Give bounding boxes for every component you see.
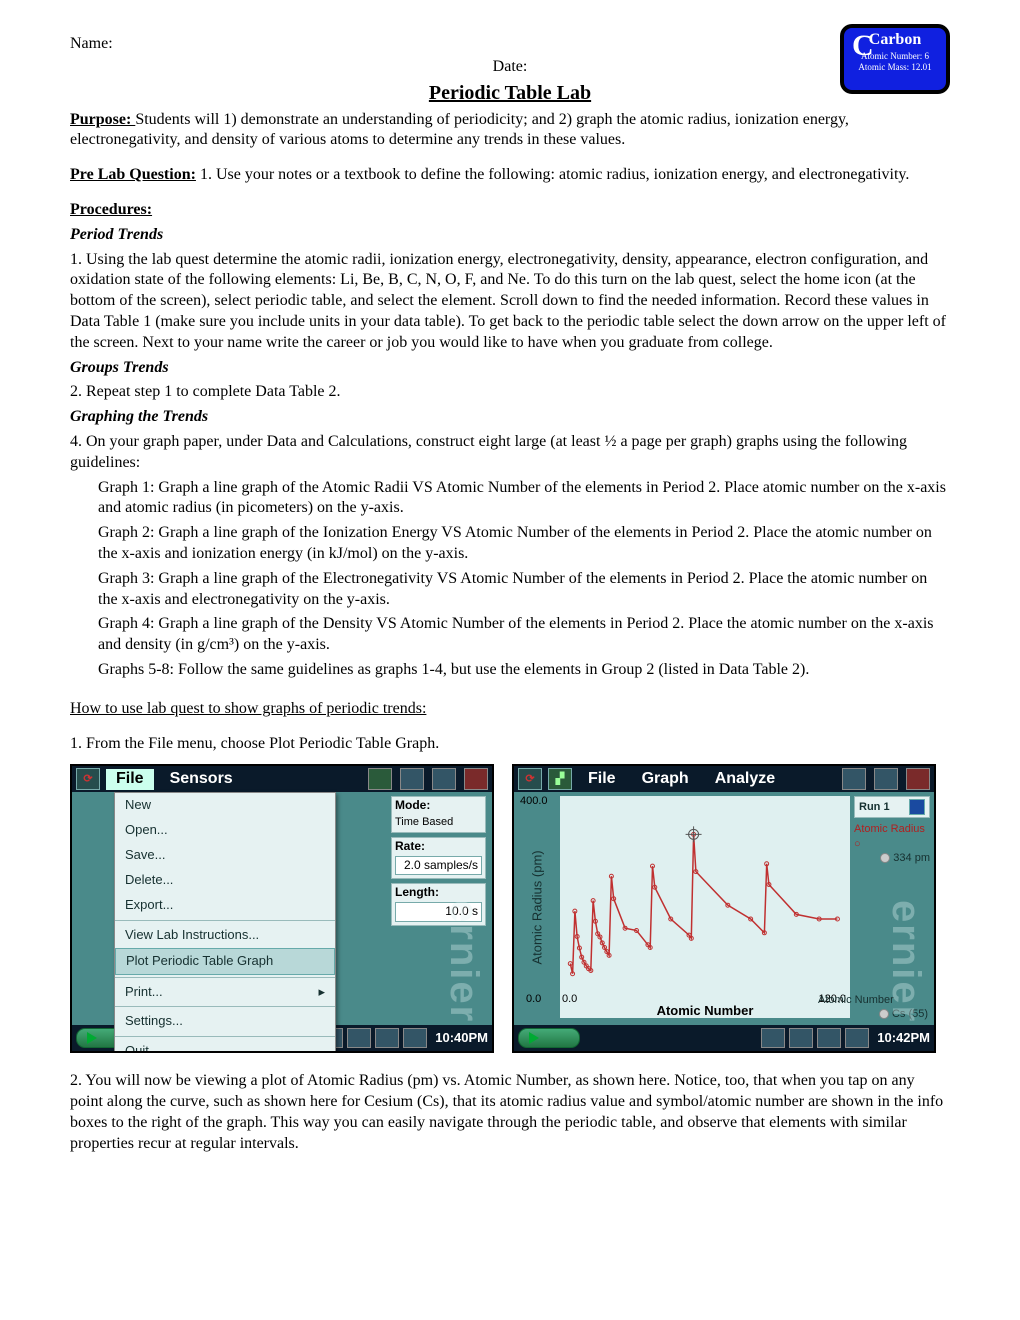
keyboard-icon[interactable] bbox=[375, 1028, 399, 1048]
prelab-text: 1. Use your notes or a textbook to defin… bbox=[200, 166, 909, 183]
y-tick-max: 400.0 bbox=[520, 794, 548, 808]
lq2-topbar: ⟳ ▞ File Graph Analyze bbox=[514, 766, 934, 792]
file-menu-item-print-[interactable]: Print...▸ bbox=[115, 980, 335, 1005]
home-icon[interactable] bbox=[761, 1028, 785, 1048]
mode-value: Time Based bbox=[395, 815, 482, 829]
clock-1: 10:40PM bbox=[435, 1030, 488, 1047]
collect-button[interactable] bbox=[518, 1028, 580, 1048]
graph-3-desc: Graph 3: Graph a line graph of the Elect… bbox=[70, 569, 950, 611]
run-selector[interactable]: Run 1 bbox=[854, 796, 930, 818]
legend-atomic-radius: Atomic Radius ○ bbox=[854, 822, 930, 851]
graph-tab-active-icon[interactable]: ▞ bbox=[548, 768, 572, 790]
save-run-icon[interactable] bbox=[909, 799, 925, 815]
file-menu-item-save-[interactable]: Save... bbox=[115, 843, 335, 868]
carbon-symbol: C bbox=[852, 26, 874, 65]
analyze-menu[interactable]: Analyze bbox=[705, 769, 785, 790]
howto-step-2: 2. You will now be viewing a plot of Ato… bbox=[70, 1071, 950, 1154]
table-tab-icon[interactable] bbox=[400, 768, 424, 790]
notes-tab-icon[interactable] bbox=[432, 768, 456, 790]
legend-radius-value: 334 pm bbox=[854, 851, 930, 865]
file-menu-item-new[interactable]: New bbox=[115, 793, 335, 818]
calc-icon[interactable] bbox=[789, 1028, 813, 1048]
stop-tab-icon[interactable] bbox=[906, 768, 930, 790]
page-title: Periodic Table Lab bbox=[70, 80, 950, 106]
sensors-menu[interactable]: Sensors bbox=[160, 769, 243, 790]
period-trends-heading: Period Trends bbox=[70, 225, 950, 246]
prelab-label: Pre Lab Question: bbox=[70, 166, 196, 183]
graph-4-desc: Graph 4: Graph a line graph of the Densi… bbox=[70, 614, 950, 656]
plot-svg bbox=[560, 796, 850, 996]
file-menu-2[interactable]: File bbox=[578, 769, 626, 790]
graph-info-panel: Run 1 Atomic Radius ○ 334 pm bbox=[854, 796, 930, 865]
graph-2-desc: Graph 2: Graph a line graph of the Ioniz… bbox=[70, 523, 950, 565]
graph-1-desc: Graph 1: Graph a line graph of the Atomi… bbox=[70, 478, 950, 520]
file-dropdown-menu: NewOpen...Save...Delete...Export... View … bbox=[114, 792, 336, 1053]
lq2-bottombar: 10:42PM bbox=[514, 1025, 934, 1051]
x-axis-label: Atomic Number bbox=[560, 1003, 850, 1020]
mode-label: Mode: bbox=[395, 797, 482, 815]
purpose-paragraph: Purpose: Students will 1) demonstrate an… bbox=[70, 110, 950, 152]
file-menu-item-settings-[interactable]: Settings... bbox=[115, 1009, 335, 1034]
keyboard-icon[interactable] bbox=[817, 1028, 841, 1048]
rate-value: 2.0 samples/s bbox=[395, 856, 482, 876]
procedures-heading: Procedures: bbox=[70, 200, 950, 221]
file-menu-item-delete-[interactable]: Delete... bbox=[115, 868, 335, 893]
prelab-paragraph: Pre Lab Question: 1. Use your notes or a… bbox=[70, 165, 950, 186]
y-tick-min: 0.0 bbox=[526, 992, 541, 1006]
lq1-topbar: ⟳ File Sensors bbox=[72, 766, 492, 792]
table-tab-icon[interactable] bbox=[842, 768, 866, 790]
file-menu-item-view-lab-instructions-[interactable]: View Lab Instructions... bbox=[115, 923, 335, 948]
groups-trends-heading: Groups Trends bbox=[70, 358, 950, 379]
step-1: 1. Using the lab quest determine the ato… bbox=[70, 250, 950, 354]
step-2: 2. Repeat step 1 to complete Data Table … bbox=[70, 382, 950, 403]
purpose-text: Students will 1) demonstrate an understa… bbox=[70, 111, 849, 149]
file-menu[interactable]: File bbox=[106, 769, 154, 790]
date-label: Date: bbox=[70, 57, 950, 78]
y-axis-label: Atomic Radius (pm) bbox=[520, 796, 556, 1018]
notes-tab-icon[interactable] bbox=[874, 768, 898, 790]
labquest-shot-file-menu: ⟳ File Sensors NewOpen...Save...Delete..… bbox=[70, 764, 494, 1053]
purpose-label: Purpose: bbox=[70, 111, 135, 128]
watermark: ernier bbox=[880, 900, 932, 1023]
labquest-shot-graph: ⟳ ▞ File Graph Analyze Atomic Radius (pm… bbox=[512, 764, 936, 1053]
graph-tab-icon[interactable] bbox=[368, 768, 392, 790]
graph-5-8-desc: Graphs 5-8: Follow the same guidelines a… bbox=[70, 660, 950, 681]
atomic-radius-graph[interactable]: 400.0 0.0 0.0 120.0 Atomic Number bbox=[560, 796, 850, 1018]
graphing-trends-heading: Graphing the Trends bbox=[70, 407, 950, 428]
howto-step-1: 1. From the File menu, choose Plot Perio… bbox=[70, 734, 950, 755]
screenshot-icon[interactable] bbox=[403, 1028, 427, 1048]
labquest-screenshots: ⟳ File Sensors NewOpen...Save...Delete..… bbox=[70, 764, 950, 1053]
screenshot-icon[interactable] bbox=[845, 1028, 869, 1048]
carbon-element-tile: C Carbon Atomic Number: 6 Atomic Mass: 1… bbox=[840, 24, 950, 94]
step-4-intro: 4. On your graph paper, under Data and C… bbox=[70, 432, 950, 474]
graph-menu[interactable]: Graph bbox=[632, 769, 699, 790]
file-menu-item-quit[interactable]: Quit bbox=[115, 1039, 335, 1053]
calc-icon[interactable] bbox=[347, 1028, 371, 1048]
watermark: ernier bbox=[438, 900, 490, 1023]
meter-tab-icon[interactable]: ⟳ bbox=[518, 768, 542, 790]
file-menu-item-export-[interactable]: Export... bbox=[115, 893, 335, 918]
howto-heading: How to use lab quest to show graphs of p… bbox=[70, 699, 950, 720]
meter-tab-icon[interactable]: ⟳ bbox=[76, 768, 100, 790]
rate-label: Rate: bbox=[395, 838, 482, 856]
stop-tab-icon[interactable] bbox=[464, 768, 488, 790]
file-menu-item-open-[interactable]: Open... bbox=[115, 818, 335, 843]
clock-2: 10:42PM bbox=[877, 1030, 930, 1047]
name-label: Name: bbox=[70, 34, 950, 55]
file-menu-item-plot-periodic-table-graph[interactable]: Plot Periodic Table Graph bbox=[115, 948, 335, 975]
